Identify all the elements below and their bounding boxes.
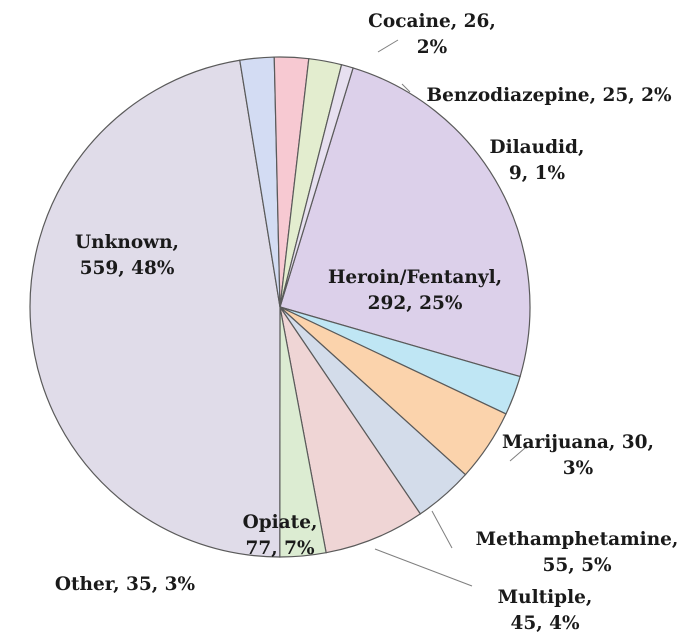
pie-slice-heroin-fentanyl xyxy=(279,67,531,378)
slice-label-marijuana: Marijuana, 30, 3% xyxy=(502,432,654,479)
leader-line-marijuana xyxy=(509,447,526,462)
slice-label-dilaudid: Dilaudid, 9, 1% xyxy=(490,137,585,184)
slice-label-line: 77, 7% xyxy=(245,538,314,559)
slice-label-multiple: Multiple, 45, 4% xyxy=(498,587,593,634)
slice-label-line: Marijuana, 30, xyxy=(502,432,654,453)
slice-label-line: 559, 48% xyxy=(80,258,175,279)
slice-label-line: 3% xyxy=(563,458,594,479)
leader-line-methamphetamine xyxy=(431,510,453,549)
pie-slices xyxy=(29,56,531,558)
slice-label-line: Other, 35, 3% xyxy=(55,574,196,595)
slice-label-unknown: Unknown, 559, 48% xyxy=(75,232,179,279)
leader-line-benzodiazepine xyxy=(401,83,411,93)
slice-label-line: Methamphetamine, xyxy=(476,529,679,550)
pie-slice-dilaudid xyxy=(279,63,354,308)
slice-label-methamphetamine: Methamphetamine, 55, 5% xyxy=(476,529,679,576)
pie-slice-unknown xyxy=(29,59,281,558)
slice-label-line: 55, 5% xyxy=(542,555,611,576)
leader-line-cocaine xyxy=(377,39,399,53)
leader-line-multiple xyxy=(374,548,473,587)
slice-label-line: Unknown, xyxy=(75,232,179,253)
slice-label-opiate: Opiate, 77, 7% xyxy=(243,512,318,559)
slice-labels: Heroin/Fentanyl, 292, 25% Marijuana, 30, 3%… xyxy=(55,11,679,634)
slice-label-line: Cocaine, 26, xyxy=(368,11,496,32)
slice-label-heroin-fentanyl: Heroin/Fentanyl, 292, 25% xyxy=(328,267,502,314)
slice-label-line: Multiple, xyxy=(498,587,593,608)
slice-label-line: 45, 4% xyxy=(510,613,579,634)
slice-label-other: Other, 35, 3% xyxy=(55,574,196,595)
slice-label-line: Opiate, xyxy=(243,512,318,533)
slice-label-line: 292, 25% xyxy=(368,293,463,314)
slice-label-line: 2% xyxy=(417,37,448,58)
slice-label-cocaine: Cocaine, 26, 2% xyxy=(368,11,496,58)
leader-lines xyxy=(374,39,526,587)
slice-label-line: Heroin/Fentanyl, xyxy=(328,267,502,288)
slice-label-line: Dilaudid, xyxy=(490,137,585,158)
slice-label-line: Benzodiazepine, 25, 2% xyxy=(426,85,671,106)
slice-label-benzodiazepine: Benzodiazepine, 25, 2% xyxy=(426,85,671,106)
slice-label-line: 9, 1% xyxy=(509,163,566,184)
